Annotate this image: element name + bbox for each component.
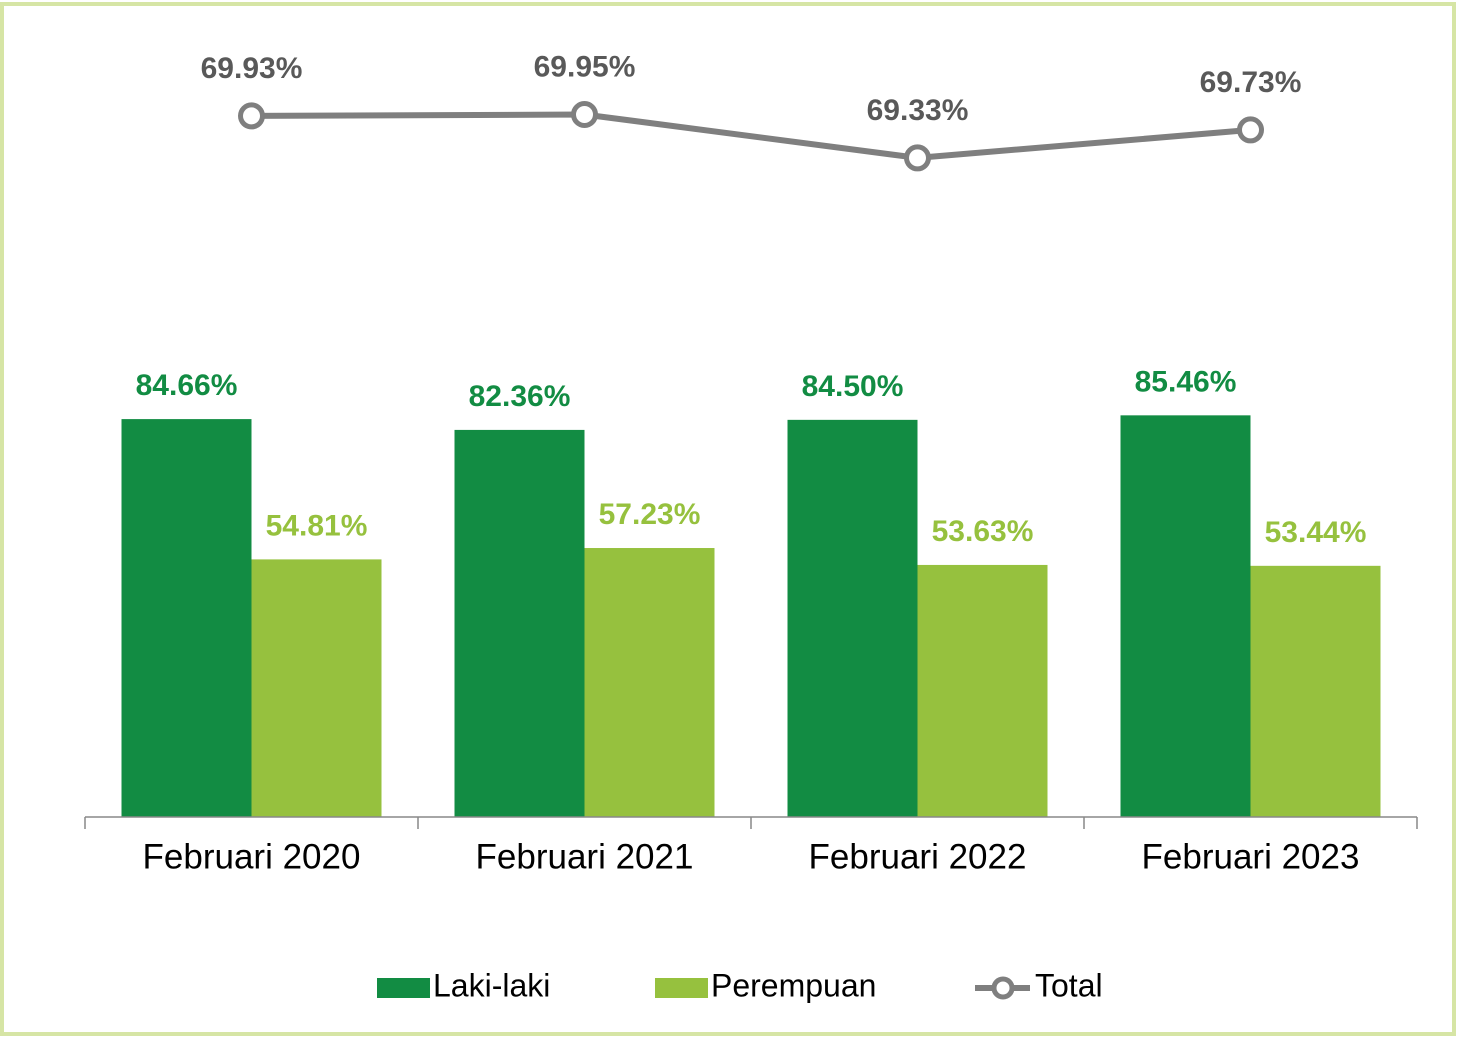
bar bbox=[1250, 565, 1381, 817]
data-label: 69.33% bbox=[867, 94, 969, 127]
bar bbox=[121, 419, 252, 817]
data-label: 53.44% bbox=[1265, 516, 1367, 549]
bar bbox=[251, 559, 382, 817]
x-tick-label: Februari 2023 bbox=[1142, 837, 1360, 876]
legend-swatch bbox=[655, 978, 708, 998]
bar bbox=[454, 429, 585, 817]
data-label: 53.63% bbox=[932, 515, 1034, 548]
line-marker bbox=[571, 101, 598, 128]
data-label: 69.95% bbox=[534, 50, 636, 83]
bar bbox=[787, 419, 918, 817]
data-label: 84.66% bbox=[136, 369, 238, 402]
line-marker bbox=[904, 144, 931, 172]
data-label: 54.81% bbox=[266, 509, 368, 542]
data-label: 85.46% bbox=[1135, 365, 1237, 398]
x-tick-label: Februari 2021 bbox=[476, 837, 694, 876]
data-label: 84.50% bbox=[802, 370, 904, 403]
line bbox=[251, 111, 1251, 161]
line-marker bbox=[238, 102, 265, 130]
legend-swatch bbox=[991, 976, 1015, 1000]
bar bbox=[1120, 415, 1251, 817]
bar bbox=[584, 548, 715, 817]
x-tick-label: Februari 2020 bbox=[143, 837, 361, 876]
line-marker bbox=[1237, 116, 1264, 144]
x-tick-label: Februari 2022 bbox=[809, 837, 1027, 876]
legend-swatch bbox=[377, 978, 430, 998]
legend-label: Total bbox=[1035, 967, 1103, 1003]
data-label: 69.93% bbox=[201, 52, 303, 85]
legend-label: Perempuan bbox=[711, 967, 876, 1003]
legend-label: Laki-laki bbox=[433, 967, 550, 1003]
data-label: 69.73% bbox=[1200, 66, 1302, 99]
bar bbox=[917, 564, 1048, 817]
data-label: 82.36% bbox=[469, 380, 571, 413]
data-label: 57.23% bbox=[599, 498, 701, 531]
